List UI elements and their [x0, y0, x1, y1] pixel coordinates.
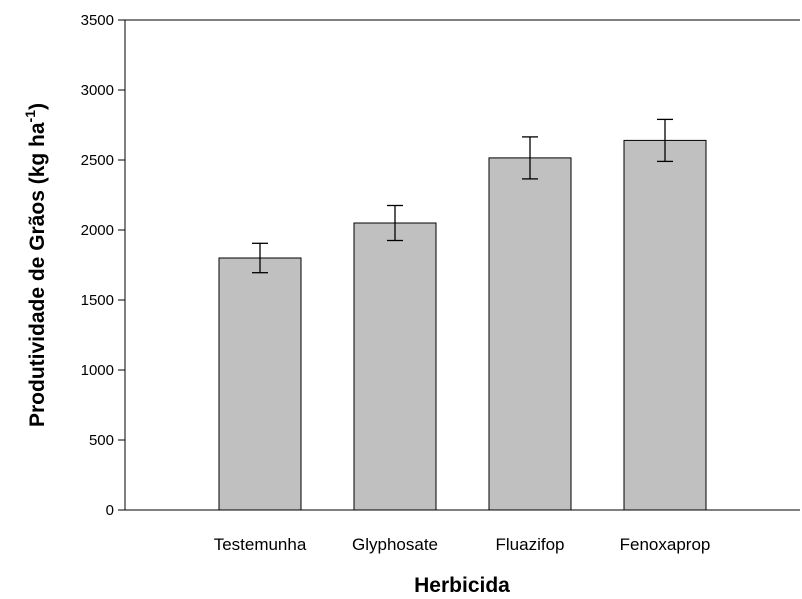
- y-tick-label: 3000: [81, 82, 114, 99]
- y-tick-label: 2500: [81, 152, 114, 169]
- bar: [218, 257, 302, 511]
- x-tick-label: Testemunha: [214, 535, 307, 554]
- x-tick-label: Glyphosate: [352, 535, 438, 554]
- x-tick-label: Fenoxaprop: [620, 535, 711, 554]
- error-bar: [252, 242, 268, 274]
- y-tick-label: 0: [106, 502, 114, 519]
- y-tick-label: 2000: [81, 222, 114, 239]
- x-axis-title: Herbicida: [414, 574, 510, 597]
- y-tick-label: 1000: [81, 362, 114, 379]
- bar: [623, 139, 707, 511]
- y-tick-label: 3500: [81, 12, 114, 29]
- error-bar: [387, 204, 403, 242]
- bar: [488, 157, 572, 511]
- x-tick-label: Fluazifop: [496, 535, 565, 554]
- error-bar: [657, 118, 673, 163]
- y-tick-label: 1500: [81, 292, 114, 309]
- error-bar: [522, 136, 538, 180]
- y-axis-title-sup: -1: [22, 110, 38, 123]
- y-axis-title-suffix: ): [26, 103, 49, 110]
- y-axis-title-text: Produtividade de Grãos (kg ha: [26, 122, 49, 427]
- bar: [353, 222, 437, 511]
- y-axis-title: Produtividade de Grãos (kg ha-1): [22, 103, 49, 427]
- y-tick-label: 500: [89, 432, 114, 449]
